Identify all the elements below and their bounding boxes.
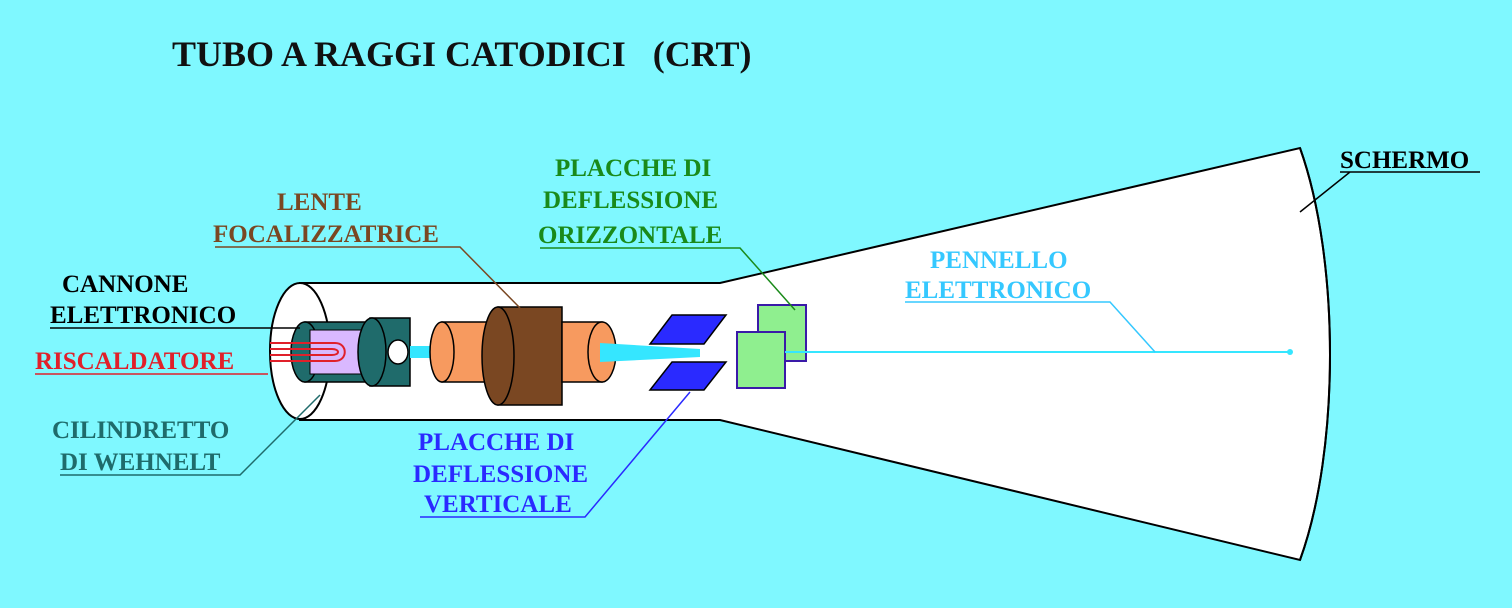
label-pennello-line1: PENNELLO xyxy=(930,247,1068,274)
label-lente-line1: LENTE xyxy=(277,189,362,216)
leader-lente xyxy=(215,246,521,309)
beam-focused-segment xyxy=(600,343,700,362)
horizontal-deflection-plates xyxy=(736,304,807,389)
label-verticale-line3: VERTICALE xyxy=(424,491,572,518)
anode-aperture xyxy=(387,339,409,365)
horizontal-plate-front xyxy=(736,331,786,389)
label-cannone-line2: ELETTRONICO xyxy=(50,302,236,329)
label-cilindretto-line2: DI WEHNELT xyxy=(60,449,221,476)
label-cilindretto-line1: CILINDRETTO xyxy=(52,417,229,444)
heater-filament xyxy=(270,342,346,362)
vertical-plate-top xyxy=(648,314,728,345)
vertical-plate-bottom xyxy=(648,361,728,391)
beam-spot xyxy=(1287,349,1293,355)
label-orizzontale-line1: PLACCHE DI xyxy=(555,155,711,182)
leader-orizzontale xyxy=(540,247,796,311)
screen-surface xyxy=(1299,147,1331,561)
focusing-lens xyxy=(429,306,617,406)
label-orizzontale-line3: ORIZZONTALE xyxy=(538,222,722,249)
label-verticale-line1: PLACCHE DI xyxy=(418,429,574,456)
leader-pennello xyxy=(905,301,1156,353)
leader-cilindretto xyxy=(60,394,321,476)
label-verticale-line2: DEFLESSIONE xyxy=(413,461,588,488)
label-riscaldatore: RISCALDATORE xyxy=(35,348,234,375)
electron-gun xyxy=(270,317,411,387)
heater-box xyxy=(309,329,363,375)
vertical-deflection-plates xyxy=(648,314,728,391)
label-schermo: SCHERMO xyxy=(1340,147,1469,174)
leader-verticale xyxy=(420,391,691,518)
label-pennello-line2: ELETTRONICO xyxy=(905,277,1091,304)
label-lente-line2: FOCALIZZATRICE xyxy=(213,221,439,248)
leader-schermo xyxy=(1299,171,1480,213)
page-title: TUBO A RAGGI CATODICI (CRT) xyxy=(172,34,751,74)
label-cannone-line1: CANNONE xyxy=(62,271,188,298)
label-orizzontale-line2: DEFLESSIONE xyxy=(543,187,718,214)
